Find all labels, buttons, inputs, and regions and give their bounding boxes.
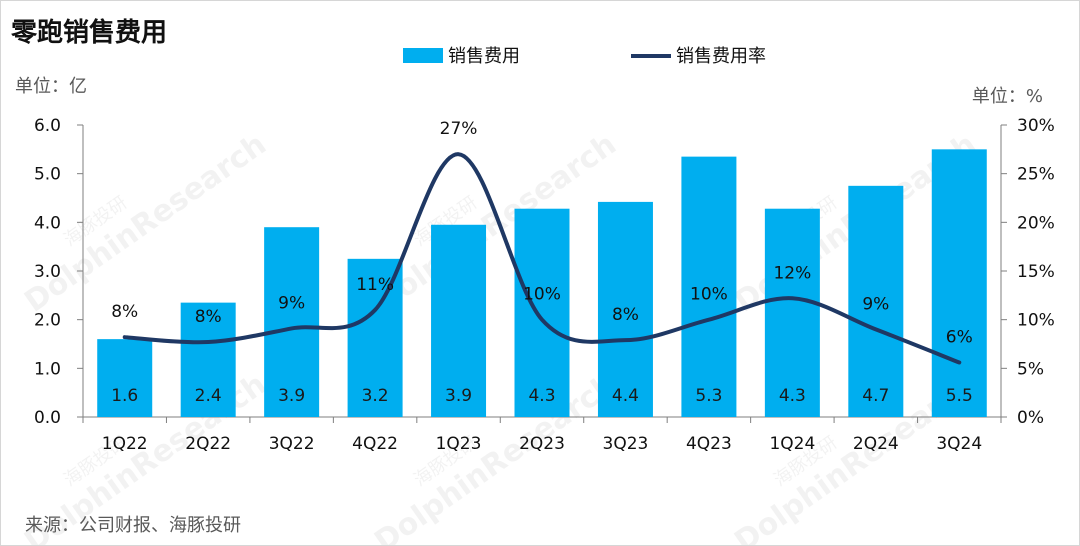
legend-bar-label: 销售费用 bbox=[448, 46, 520, 67]
right-tick-label: 25% bbox=[1017, 165, 1055, 185]
left-tick-label: 0.0 bbox=[34, 408, 61, 428]
rate-value-label: 10% bbox=[690, 285, 728, 305]
rate-value-label: 8% bbox=[612, 305, 639, 325]
left-tick-label: 1.0 bbox=[34, 359, 61, 379]
rate-value-label: 9% bbox=[862, 294, 889, 314]
left-tick-label: 2.0 bbox=[34, 311, 61, 331]
x-tick-label: 4Q23 bbox=[686, 434, 732, 454]
rate-value-label: 12% bbox=[773, 263, 811, 283]
legend: 销售费用 销售费用率 bbox=[403, 46, 766, 67]
x-tick-label: 2Q22 bbox=[185, 434, 231, 454]
left-tick-label: 6.0 bbox=[34, 116, 61, 136]
rate-value-label: 8% bbox=[195, 307, 222, 327]
left-tick-label: 5.0 bbox=[34, 165, 61, 185]
bar-value-label: 3.9 bbox=[278, 386, 305, 406]
bar-3Q22 bbox=[264, 227, 320, 417]
x-tick-label: 3Q24 bbox=[936, 434, 982, 454]
bar-value-label: 4.3 bbox=[779, 386, 806, 406]
right-axis-unit: 单位：% bbox=[972, 86, 1043, 107]
x-tick-label: 4Q22 bbox=[352, 434, 398, 454]
bar-4Q22 bbox=[347, 258, 403, 417]
rate-value-label: 6% bbox=[946, 327, 973, 347]
bar-value-label: 4.7 bbox=[862, 386, 889, 406]
bar-value-label: 5.3 bbox=[695, 386, 722, 406]
right-tick-label: 15% bbox=[1017, 262, 1055, 282]
bar-value-label: 4.4 bbox=[612, 386, 639, 406]
bar-2Q24 bbox=[848, 185, 904, 417]
watermark-text: DolphinResearch bbox=[368, 367, 622, 545]
x-tick-label: 2Q23 bbox=[519, 434, 565, 454]
bar-2Q23 bbox=[514, 208, 570, 417]
source-note: 来源：公司财报、海豚投研 bbox=[25, 515, 241, 536]
axes: 0.0 1.0 2.0 3.0 4.0 5.0 6.0 0% 5% 10% 15% 20% 25% 30%… bbox=[34, 116, 1055, 454]
x-tick-label: 1Q23 bbox=[436, 434, 482, 454]
bar-1Q24 bbox=[764, 208, 820, 417]
rate-line bbox=[122, 152, 962, 365]
left-tick-label: 4.0 bbox=[34, 213, 61, 233]
x-tick-label: 1Q22 bbox=[102, 434, 148, 454]
x-tick-label: 1Q24 bbox=[769, 434, 815, 454]
bar-1Q23 bbox=[431, 224, 487, 417]
legend-bar-swatch bbox=[403, 48, 443, 63]
right-tick-label: 5% bbox=[1017, 359, 1044, 379]
rate-value-label: 10% bbox=[523, 285, 561, 305]
right-tick-label: 20% bbox=[1017, 213, 1055, 233]
x-tick-label: 3Q22 bbox=[269, 434, 315, 454]
bar-1Q22 bbox=[97, 339, 153, 417]
line-series bbox=[122, 152, 962, 365]
bar-value-label: 5.5 bbox=[946, 386, 973, 406]
bar-series bbox=[97, 149, 987, 418]
x-tick-label: 2Q24 bbox=[853, 434, 899, 454]
right-tick-label: 0% bbox=[1017, 408, 1044, 428]
data-labels: 1.6 2.4 3.9 3.2 3.9 4.3 4.4 5.3 4.3 4.7 5.5 8% 8% 9% 1… bbox=[111, 119, 973, 406]
rate-value-label: 11% bbox=[356, 275, 394, 295]
right-tick-label: 10% bbox=[1017, 311, 1055, 331]
left-tick-label: 3.0 bbox=[34, 262, 61, 282]
legend-line-label: 销售费用率 bbox=[676, 46, 766, 67]
bar-4Q23 bbox=[681, 156, 737, 417]
bar-value-label: 3.9 bbox=[445, 386, 472, 406]
bar-3Q23 bbox=[597, 201, 653, 417]
rate-value-label: 8% bbox=[111, 302, 138, 322]
watermark-text: DolphinResearch bbox=[368, 127, 622, 320]
bar-value-label: 4.3 bbox=[528, 386, 555, 406]
chart-title: 零跑销售费用 bbox=[11, 17, 167, 48]
bar-value-label: 1.6 bbox=[111, 386, 138, 406]
bar-value-label: 2.4 bbox=[195, 386, 222, 406]
right-tick-label: 30% bbox=[1017, 116, 1055, 136]
rate-value-label: 27% bbox=[440, 119, 478, 139]
x-tick-label: 3Q23 bbox=[603, 434, 649, 454]
left-axis-unit: 单位：亿 bbox=[15, 76, 87, 97]
bar-value-label: 3.2 bbox=[362, 386, 389, 406]
rate-value-label: 9% bbox=[278, 293, 305, 313]
bar-3Q24 bbox=[931, 149, 987, 418]
bar-2Q22 bbox=[180, 302, 236, 417]
